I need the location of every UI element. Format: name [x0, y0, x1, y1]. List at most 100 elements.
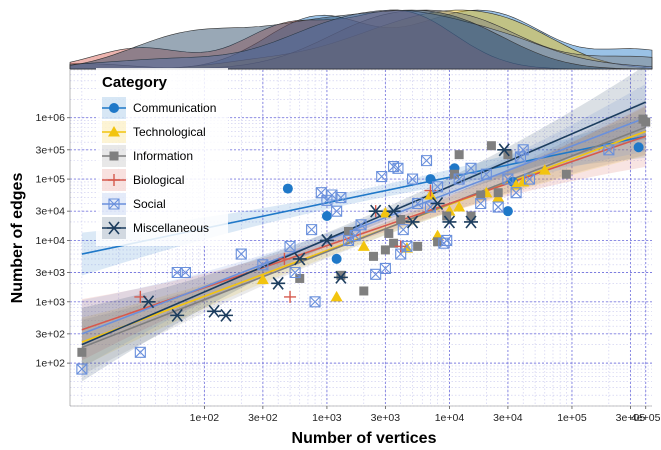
data-point-social — [379, 262, 391, 274]
data-point-information — [442, 211, 452, 221]
data-point-miscellaneous — [170, 308, 185, 322]
y-tick-label: 1e+04 — [36, 235, 66, 247]
data-point-social — [355, 219, 367, 231]
data-point-communication — [633, 142, 644, 153]
data-point-information — [343, 226, 353, 236]
data-point-social — [76, 363, 88, 375]
data-point-social — [315, 187, 327, 199]
data-point-technological — [453, 201, 466, 212]
data-point-information — [493, 188, 503, 198]
data-point-miscellaneous — [497, 143, 512, 157]
data-point-miscellaneous — [442, 215, 457, 229]
data-point-social — [453, 173, 465, 185]
legend: Category Communication Technological Infor… — [96, 68, 228, 246]
legend-label-technological: Technological — [133, 125, 206, 139]
data-point-miscellaneous — [207, 304, 222, 318]
x-tick-label: 1e+04 — [435, 412, 465, 424]
data-point-social — [401, 240, 413, 252]
data-point-social — [235, 248, 247, 260]
data-point-technological — [330, 290, 343, 302]
data-point-information — [454, 150, 464, 160]
data-point-information — [380, 245, 390, 255]
data-point-miscellaneous — [218, 308, 233, 322]
data-point-information — [413, 241, 423, 251]
data-point-technological — [510, 179, 523, 190]
y-tick-label: 3e+04 — [36, 206, 66, 218]
y-tick-label: 1e+05 — [36, 174, 66, 186]
data-points — [76, 114, 651, 375]
fit-line-information — [81, 126, 647, 349]
data-point-social — [480, 168, 492, 180]
data-point-social — [392, 162, 404, 174]
y-tick-label: 1e+06 — [36, 112, 66, 124]
data-point-information — [433, 237, 443, 247]
data-point-information — [295, 273, 305, 283]
data-point-social — [523, 173, 536, 185]
data-point-technological — [379, 206, 392, 218]
data-point-social — [475, 197, 487, 210]
data-point-social — [306, 224, 318, 236]
legend-label-communication: Communication — [133, 101, 216, 115]
x-tick-label: 3e+04 — [493, 412, 523, 424]
data-point-social — [179, 266, 191, 279]
data-point-social — [407, 173, 419, 185]
data-point-technological — [256, 273, 269, 285]
marginal-density — [69, 9, 653, 70]
x-tick-label: 3e+05 — [616, 412, 646, 424]
y-tick-label: 1e+02 — [36, 358, 66, 370]
legend-label-information: Information — [133, 149, 193, 163]
data-point-miscellaneous — [386, 204, 401, 218]
x-tick-label: 1e+02 — [190, 412, 220, 424]
data-point-social — [335, 192, 347, 204]
data-point-social — [349, 230, 361, 242]
fit-line-miscellaneous — [81, 101, 647, 346]
data-point-information — [476, 190, 486, 200]
data-point-miscellaneous — [271, 276, 286, 290]
data-point-miscellaneous — [333, 270, 348, 284]
data-point-information — [369, 251, 379, 261]
data-point-communication — [321, 211, 332, 222]
data-point-social — [284, 240, 296, 252]
data-point-miscellaneous — [405, 215, 420, 229]
data-point-technological — [357, 240, 370, 251]
data-point-biological — [284, 290, 297, 303]
data-point-miscellaneous — [368, 204, 383, 218]
y-tick-label: 1e+03 — [36, 296, 66, 308]
data-point-information — [486, 141, 496, 151]
data-point-miscellaneous — [292, 252, 307, 266]
legend-marker-social — [108, 198, 120, 210]
legend-label-biological: Biological — [133, 173, 184, 187]
data-point-social — [326, 189, 338, 201]
data-point-social — [465, 162, 477, 174]
y-tick-label: 3e+05 — [36, 144, 66, 156]
x-tick-label: 1e+05 — [557, 412, 587, 424]
data-point-social — [420, 155, 433, 167]
data-point-miscellaneous — [430, 196, 445, 211]
data-point-social — [331, 205, 343, 217]
legend-marker-biological — [108, 174, 120, 186]
legend-label-miscellaneous: Miscellaneous — [133, 221, 209, 235]
legend-title: Category — [102, 74, 168, 91]
data-point-social — [441, 234, 453, 246]
data-point-information — [359, 286, 369, 296]
data-point-information — [77, 347, 87, 357]
data-point-information — [561, 169, 571, 179]
y-tick-label: 3e+03 — [36, 267, 66, 279]
data-point-communication — [282, 183, 293, 194]
data-point-information — [396, 214, 406, 224]
y-axis-label: Number of edges — [9, 173, 26, 304]
axes: 1e+02 3e+02 1e+03 3e+03 1e+04 3e+04 1e+05 3e+05… — [36, 70, 661, 424]
data-point-information — [336, 270, 346, 280]
data-point-miscellaneous — [464, 215, 479, 229]
data-point-social — [502, 173, 514, 185]
data-point-social — [603, 144, 615, 156]
data-point-social — [510, 187, 522, 199]
data-point-social — [397, 224, 409, 236]
data-point-miscellaneous — [141, 295, 156, 309]
density-miscellaneous — [69, 9, 653, 70]
legend-marker-miscellaneous — [107, 221, 121, 235]
data-point-social — [492, 201, 504, 213]
data-point-biological — [394, 240, 407, 253]
data-point-technological — [538, 164, 551, 175]
